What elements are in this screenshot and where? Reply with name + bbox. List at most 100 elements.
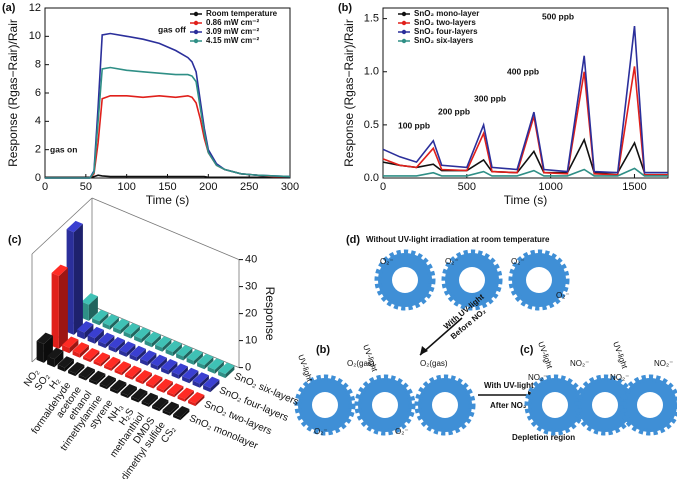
y-tick-label: 8: [35, 59, 41, 71]
bar-side: [138, 391, 148, 403]
depletion-label: Depletion region: [512, 433, 575, 442]
uv-label: UV-light: [611, 340, 629, 370]
bar: [119, 349, 127, 357]
bar: [176, 353, 184, 361]
bar-side: [94, 329, 104, 344]
bar: [77, 329, 85, 340]
bar-top: [102, 314, 119, 326]
ion-label: O₂⁻: [445, 257, 459, 266]
panel-label: (a): [2, 2, 16, 14]
bar: [66, 229, 74, 335]
bar-top: [77, 321, 94, 333]
bar-side: [162, 339, 172, 352]
ion-label: NO₂⁻: [528, 373, 547, 382]
bar-top: [156, 378, 173, 391]
bar-side: [127, 387, 137, 399]
bar: [173, 414, 181, 421]
bar-top: [78, 366, 95, 378]
bar-top: [92, 309, 109, 322]
panel-label: (b): [338, 2, 352, 14]
y-tick-label: 4: [35, 115, 41, 127]
bar: [162, 410, 170, 416]
bar: [98, 341, 106, 349]
bar: [125, 374, 133, 380]
bar-top: [150, 354, 167, 367]
bar-side: [105, 335, 115, 349]
diagram-d: (d) Without UV-light irradiation at room…: [296, 234, 677, 442]
bar-top: [188, 392, 205, 404]
bar-top: [176, 345, 193, 357]
bar: [120, 392, 128, 399]
bar-side: [96, 373, 106, 385]
bar: [165, 349, 173, 357]
bar-top: [123, 323, 140, 335]
bar: [156, 387, 164, 393]
grain: [623, 378, 677, 432]
bar-side: [151, 334, 161, 348]
bar-side: [136, 348, 146, 362]
bar-side: [180, 409, 190, 421]
bar-side: [121, 364, 131, 376]
bar-top: [120, 384, 137, 396]
bar-side: [178, 366, 188, 379]
series-line: [382, 66, 668, 176]
bar: [186, 357, 194, 365]
gas-label: O₂(gas): [347, 359, 375, 368]
x-tick-label: 200: [199, 181, 217, 193]
annotation: 200 ppb: [438, 106, 470, 116]
bar-top: [93, 352, 110, 364]
bar-side: [69, 339, 79, 354]
series-line: [45, 32, 291, 179]
bar: [171, 371, 179, 379]
y-tick-label: 6: [35, 87, 41, 99]
x-tick-label: 1000: [538, 181, 562, 193]
bar: [89, 379, 97, 385]
ion-label: O₂⁻: [380, 257, 394, 266]
bar-top: [68, 362, 85, 374]
bar-side: [163, 381, 173, 393]
y-tick-label: 0: [35, 172, 41, 184]
bar: [92, 318, 100, 326]
bar: [36, 341, 44, 363]
bar-top: [197, 353, 214, 366]
bar-top: [129, 345, 146, 358]
bar-top: [203, 376, 220, 389]
bar-side: [184, 390, 194, 402]
bar-top: [161, 359, 178, 371]
bar-top: [162, 401, 179, 413]
bar-side: [90, 351, 100, 363]
legend-marker: [401, 20, 407, 26]
bar-top: [155, 336, 172, 348]
bar: [131, 396, 139, 403]
bar-side: [126, 344, 136, 357]
bar: [188, 400, 196, 407]
bar: [207, 366, 215, 374]
bar: [152, 405, 160, 412]
bar-top: [146, 374, 163, 386]
bar-side: [157, 357, 167, 371]
sub-label: (c): [520, 344, 534, 356]
bar-side: [142, 373, 152, 385]
bar-top: [83, 348, 100, 360]
bar-top: [141, 392, 158, 405]
legend-label: SnO₂ two-layers: [414, 18, 476, 27]
sub-label: (b): [316, 344, 330, 356]
bar-side: [204, 356, 214, 370]
bar-top: [98, 332, 115, 345]
bar: [129, 354, 137, 362]
bar-side: [120, 321, 130, 335]
series-line: [382, 137, 668, 174]
legend-label: 4.15 mW cm⁻²: [206, 36, 259, 45]
arrow-label: With UV-light: [484, 381, 534, 390]
bar-side: [73, 223, 83, 335]
bar-top: [110, 379, 127, 391]
grain: [358, 378, 412, 432]
bar-top: [62, 336, 79, 348]
bar: [104, 365, 112, 371]
x-tick-label: 50: [80, 181, 92, 193]
x-tick-label: 500: [458, 181, 476, 193]
bar: [51, 273, 59, 349]
bar-side: [210, 379, 220, 393]
legend-label: 3.09 mW cm⁻²: [206, 27, 259, 36]
x-tick-label: 150: [158, 181, 176, 193]
